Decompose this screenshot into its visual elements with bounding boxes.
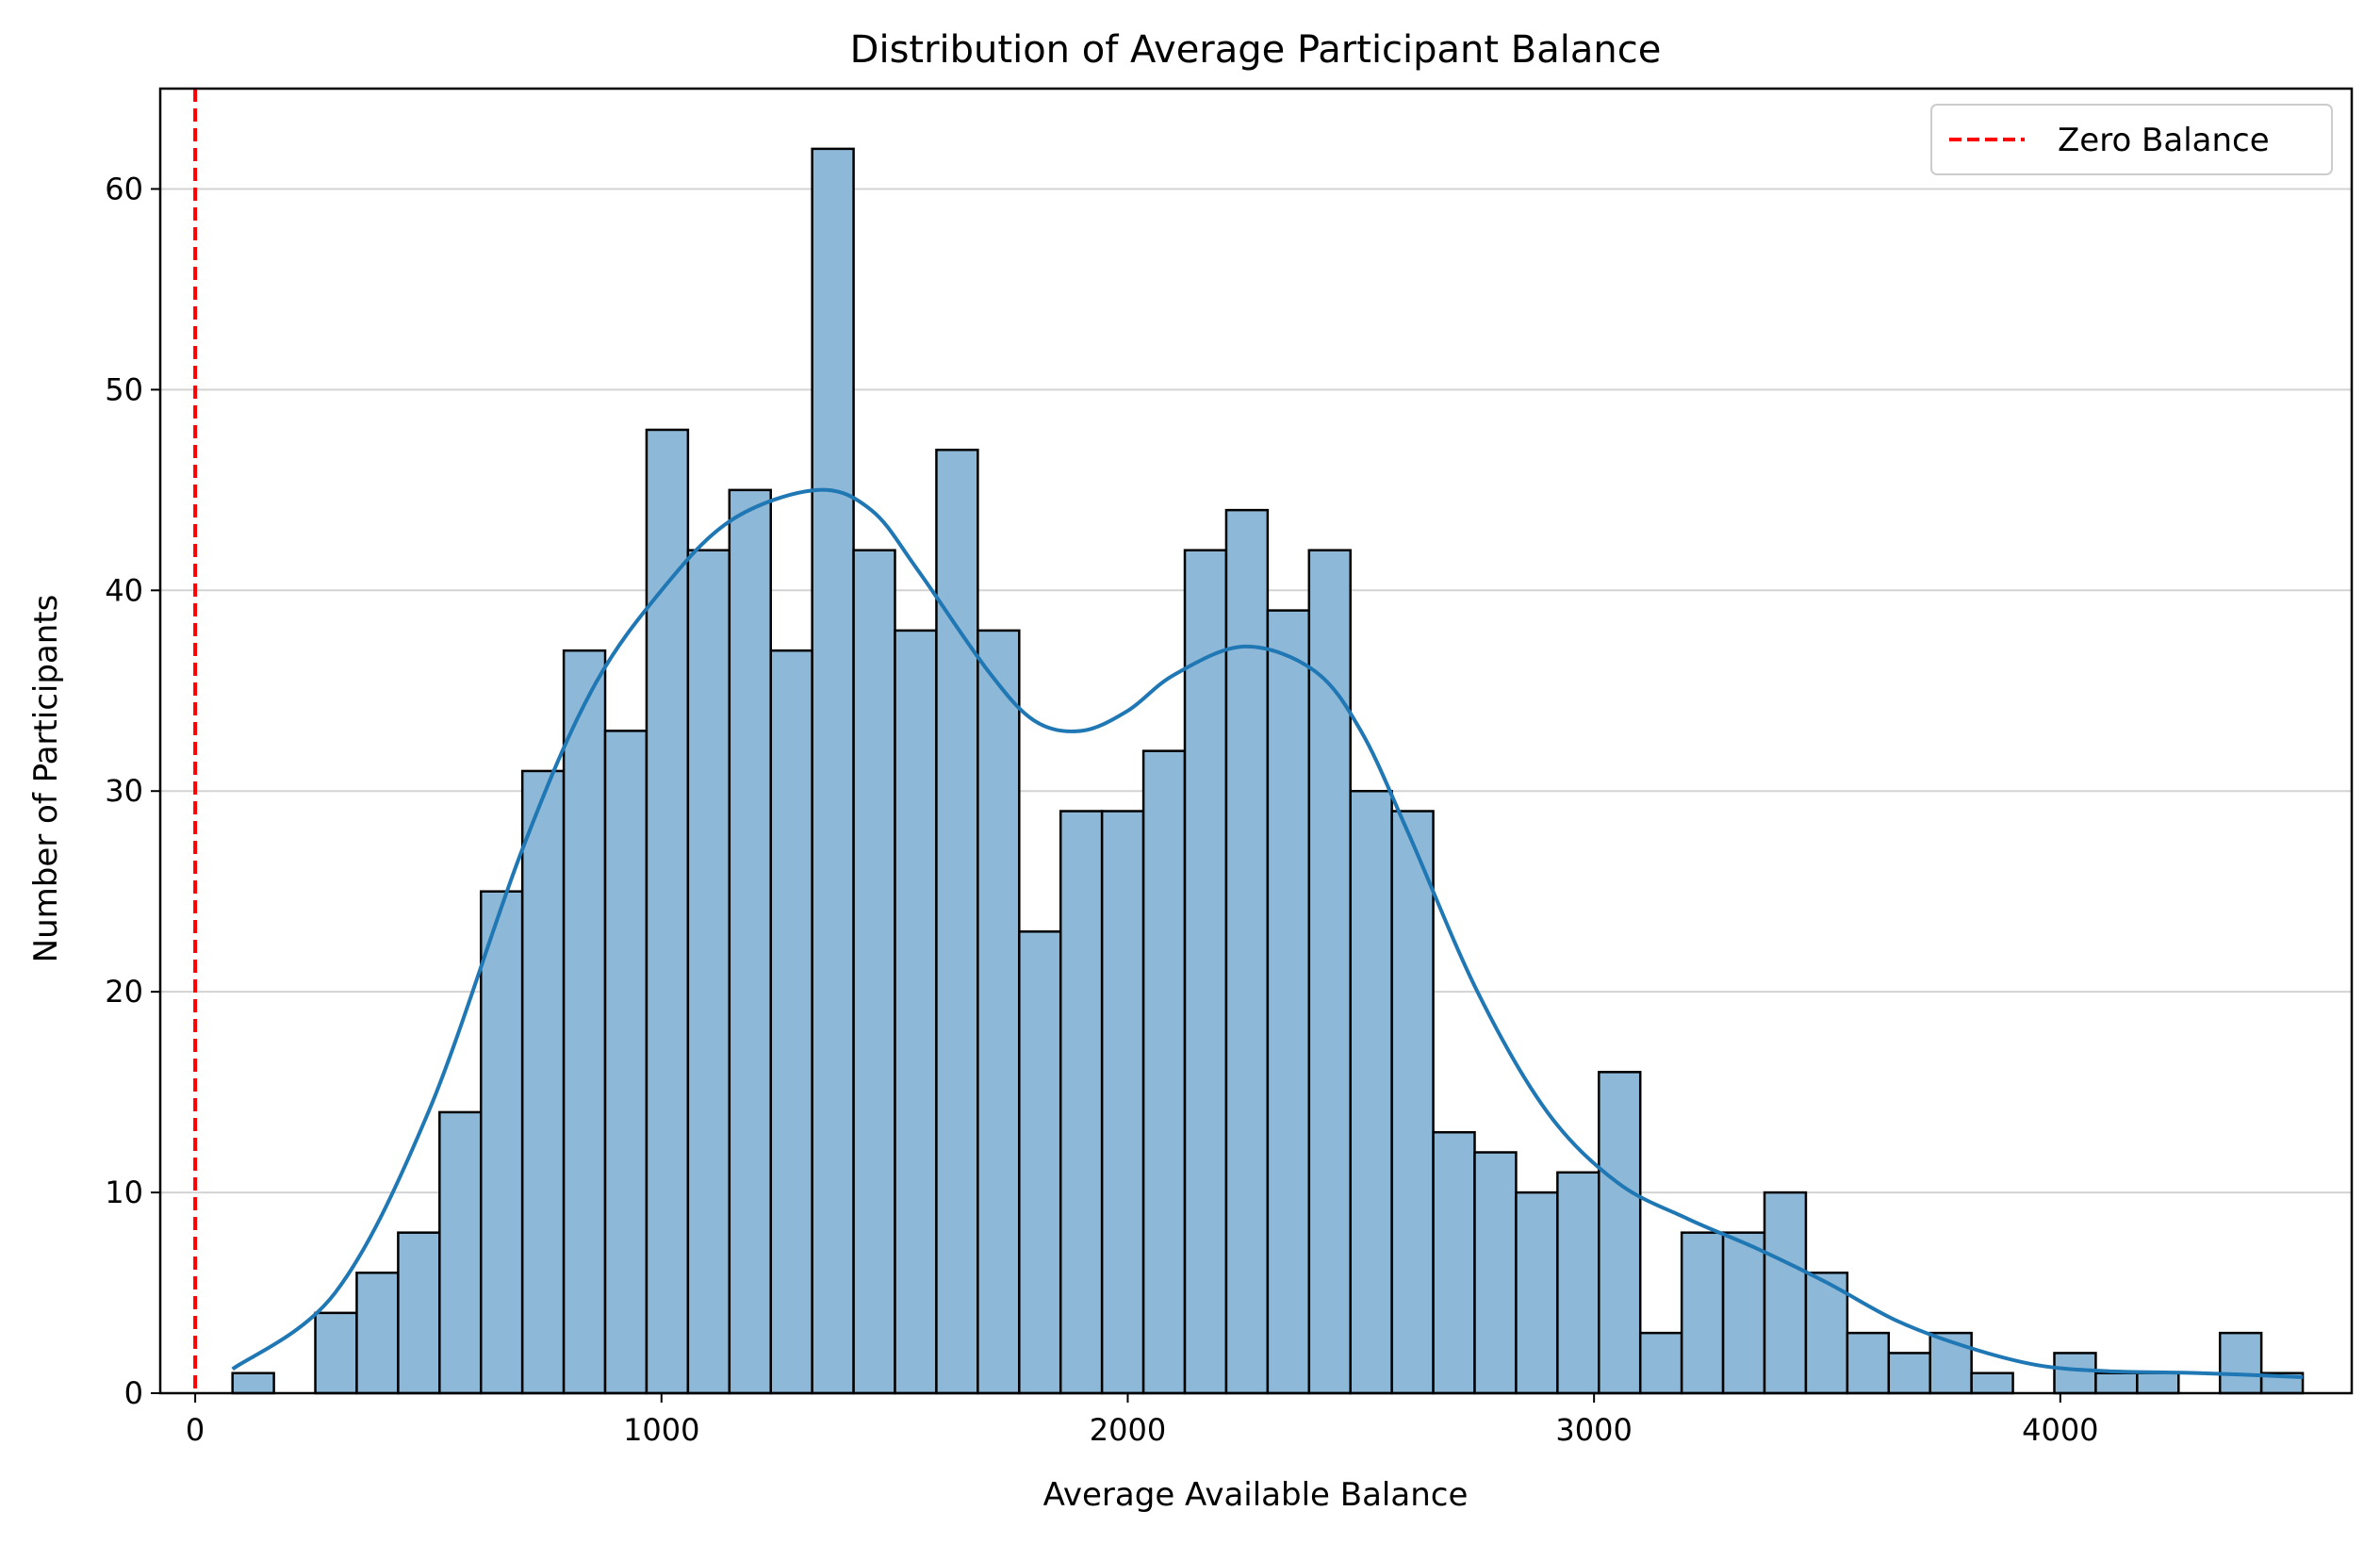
histogram-bar [1266, 609, 1311, 1395]
histogram-bar [1598, 1071, 1642, 1395]
histogram-bar [769, 649, 813, 1395]
histogram-bar [1473, 1151, 1518, 1395]
histogram-bar [1970, 1372, 2014, 1395]
histogram-bar [1887, 1352, 1931, 1395]
histogram-bar [686, 549, 731, 1395]
histogram-bar [894, 629, 938, 1395]
y-tick-label: 60 [105, 171, 143, 206]
histogram-bar [977, 629, 1021, 1395]
histogram-bar [355, 1271, 400, 1395]
histogram-bar [1349, 789, 1393, 1395]
x-tick-label: 1000 [623, 1412, 699, 1448]
histogram-bar [2136, 1372, 2180, 1395]
kde-curve [231, 487, 2304, 1379]
histogram-bar [1307, 549, 1352, 1395]
histogram-bar [438, 1110, 483, 1395]
legend: Zero Balance [1930, 104, 2333, 175]
histogram-bar [728, 488, 772, 1395]
y-axis-ticks: 0 10 20 30 40 50 60 [105, 171, 160, 1411]
legend-zero-balance-label: Zero Balance [2058, 122, 2270, 159]
legend-box [1930, 104, 2333, 175]
histogram-bar [1183, 549, 1228, 1395]
histogram-bar [1390, 810, 1435, 1395]
histogram-bar [1100, 810, 1145, 1395]
histogram-bar [520, 769, 566, 1395]
y-tick-label: 30 [105, 773, 143, 809]
x-tick-label: 0 [186, 1412, 205, 1448]
chart-title: Distribution of Average Participant Bala… [850, 28, 1662, 72]
histogram-bar [1059, 810, 1104, 1395]
histogram-bar [479, 890, 524, 1395]
histogram-bar [1763, 1191, 1808, 1395]
histogram-bars [231, 147, 2305, 1395]
histogram-bar [562, 649, 607, 1395]
histogram-bar [1638, 1331, 1683, 1395]
x-tick-label: 4000 [2022, 1412, 2098, 1448]
histogram-bar [852, 549, 896, 1395]
y-tick-label: 10 [105, 1174, 143, 1210]
histogram-bar [603, 730, 648, 1395]
histogram-bar [2094, 1372, 2139, 1395]
x-axis-ticks: 0 1000 2000 3000 4000 [186, 1393, 2099, 1448]
y-tick-label: 0 [124, 1375, 143, 1411]
histogram-bar [1804, 1271, 1849, 1395]
histogram-bar [397, 1231, 441, 1395]
histogram-bar [2218, 1331, 2263, 1395]
histogram-bar [1224, 508, 1270, 1395]
histogram-bar [1432, 1130, 1476, 1395]
histogram-bar [314, 1311, 358, 1395]
histogram-bar [1141, 749, 1187, 1395]
histogram-bar [1846, 1331, 1891, 1395]
x-tick-label: 2000 [1090, 1412, 1166, 1448]
histogram-bar [935, 449, 979, 1395]
y-tick-label: 40 [105, 572, 143, 608]
histogram-bar [1721, 1231, 1766, 1395]
y-tick-label: 50 [105, 371, 143, 407]
x-axis-label: Average Available Balance [1043, 1476, 1469, 1514]
histogram-bar [1018, 930, 1062, 1395]
y-tick-label: 20 [105, 974, 143, 1010]
plot-frame [158, 87, 2354, 1395]
y-axis-label: Number of Participants [27, 595, 65, 963]
kde-curve-layer [231, 487, 2304, 1379]
histogram-bar [2053, 1352, 2097, 1395]
histogram-bar [645, 428, 690, 1395]
histogram-bar [1680, 1231, 1725, 1395]
histogram-bar [811, 147, 855, 1395]
histogram-bar [1556, 1171, 1600, 1395]
histogram-bar [231, 1372, 275, 1395]
histogram-bar [1515, 1191, 1559, 1395]
x-tick-label: 3000 [1555, 1412, 1632, 1448]
